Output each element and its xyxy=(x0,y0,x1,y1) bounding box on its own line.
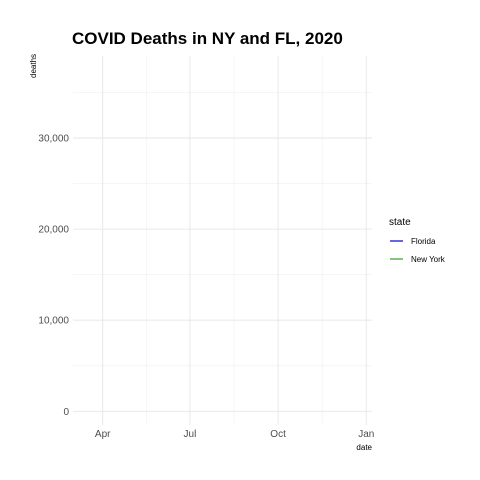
chart-title: COVID Deaths in NY and FL, 2020 xyxy=(72,29,343,48)
y-axis-ticks: 0 10,000 20,000 30,000 xyxy=(38,134,69,418)
plot-panel xyxy=(73,56,372,425)
x-tick-label: Jul xyxy=(184,429,197,440)
legend-label: Florida xyxy=(411,237,436,246)
y-tick-label: 30,000 xyxy=(38,134,69,145)
legend-title: state xyxy=(389,217,411,228)
x-tick-label: Jan xyxy=(358,429,374,440)
x-tick-label: Apr xyxy=(95,429,111,440)
x-axis-ticks: Apr Jul Oct Jan xyxy=(95,429,374,440)
legend-label: New York xyxy=(411,255,446,264)
y-tick-label: 10,000 xyxy=(38,316,69,327)
legend: state Florida New York xyxy=(389,217,446,264)
x-tick-label: Oct xyxy=(270,429,286,440)
x-axis-title: date xyxy=(356,443,372,452)
y-axis-title: deaths xyxy=(29,54,38,78)
y-tick-label: 20,000 xyxy=(38,225,69,236)
y-tick-label: 0 xyxy=(63,407,69,418)
gridlines xyxy=(73,56,372,425)
